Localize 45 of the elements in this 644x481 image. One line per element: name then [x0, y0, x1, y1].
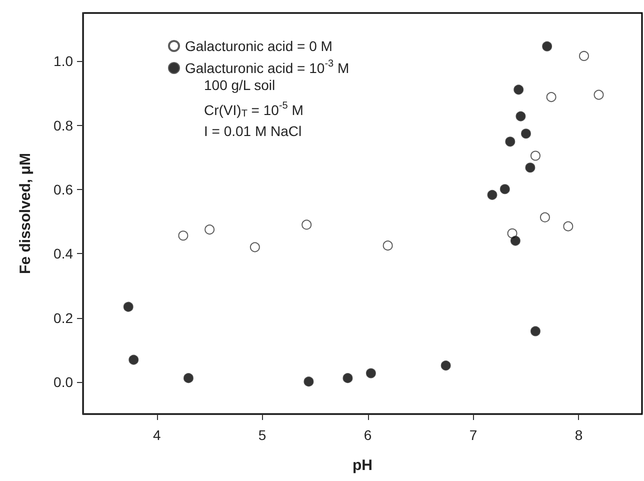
point: [366, 368, 376, 378]
x-tick-label: 8: [574, 427, 583, 443]
point: [563, 221, 574, 232]
point: [520, 128, 531, 139]
point: [510, 236, 520, 246]
annotation: 100 g/L soil: [204, 77, 276, 93]
point: [525, 162, 536, 173]
y-tick-label: 1.0: [54, 53, 74, 70]
x-tick-label: 6: [364, 427, 372, 443]
y-tick-label: 0.2: [54, 310, 74, 326]
point: [440, 360, 451, 371]
point: [250, 242, 260, 252]
point: [382, 240, 393, 251]
point: [514, 84, 524, 95]
y-tick-label: 0.6: [54, 181, 74, 198]
point: [204, 224, 215, 235]
x-tick-label: 5: [258, 427, 266, 443]
x-tick-label: 7: [469, 427, 478, 443]
y-axis-title: Fe dissolved, μM: [17, 153, 34, 274]
annotation: I = 0.01 M NaCl: [204, 123, 302, 139]
point: [594, 90, 604, 100]
point: [123, 302, 134, 312]
point: [516, 111, 526, 122]
y-tick-label: 0.8: [54, 117, 74, 134]
x-tick-label: 4: [152, 427, 161, 443]
point: [342, 373, 353, 384]
y-tick-label: 0.4: [54, 246, 74, 262]
point: [530, 326, 540, 336]
x-axis-title: pH: [352, 457, 372, 474]
point: [530, 150, 540, 161]
point: [128, 354, 139, 365]
point: [487, 190, 498, 200]
point: [183, 373, 194, 384]
point: [302, 220, 312, 230]
point: [304, 376, 314, 387]
legend-label: Galacturonic acid = 0 M: [185, 38, 332, 54]
point: [178, 230, 188, 241]
y-tick-label: 0.0: [54, 374, 74, 390]
point: [546, 92, 556, 102]
point: [540, 212, 550, 222]
point: [579, 50, 589, 61]
point: [542, 41, 552, 52]
point: [505, 136, 516, 147]
point: [500, 184, 510, 194]
point: [507, 228, 518, 238]
